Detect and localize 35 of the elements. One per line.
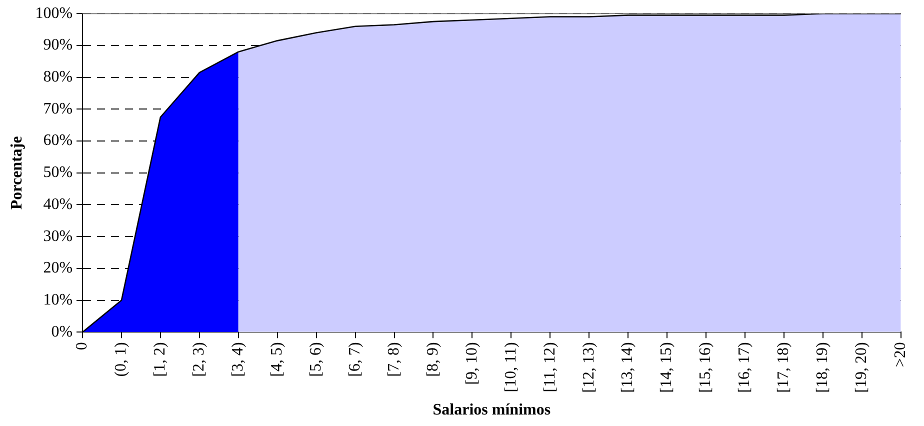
x-tick-label: [8, 9)	[424, 342, 442, 377]
x-tick-label: [19, 20)	[853, 342, 870, 393]
x-tick-label: [16, 17)	[736, 342, 754, 393]
y-tick-label: 40%	[43, 196, 73, 213]
x-tick-label: [7, 8)	[385, 342, 402, 377]
x-tick-label: (0, 1)	[112, 342, 130, 377]
x-tick-label: [6, 7)	[346, 342, 364, 377]
y-tick-label: 90%	[43, 36, 73, 54]
x-tick-label: >20	[892, 342, 910, 368]
y-tick-label: 80%	[43, 68, 73, 86]
x-tick-label: [1, 2)	[152, 342, 169, 377]
y-tick-label: 30%	[43, 228, 73, 245]
y-tick-label: 100%	[35, 4, 73, 22]
x-tick-label: [9, 10)	[463, 342, 480, 385]
y-tick-label: 60%	[43, 132, 73, 150]
x-tick-label: [2, 3)	[190, 342, 208, 377]
y-tick-label: 10%	[43, 291, 73, 308]
x-tick-label: [13, 14)	[619, 342, 636, 393]
x-tick-label: [18, 19)	[814, 342, 832, 393]
y-tick-label: 20%	[43, 260, 73, 277]
x-tick-label: 0	[74, 342, 91, 350]
x-axis-title: Salarios mínimos	[432, 402, 551, 419]
x-tick-label: [4, 5)	[268, 342, 286, 377]
y-tick-label: 70%	[43, 100, 73, 118]
x-tick-label: [5, 6)	[308, 342, 325, 377]
y-axis-title: Porcentaje	[8, 136, 26, 210]
y-tick-label: 50%	[43, 164, 73, 182]
x-tick-label: [15, 16)	[697, 342, 714, 393]
x-tick-label: [12, 13)	[580, 342, 598, 393]
x-tick-label: [14, 15)	[658, 342, 676, 393]
x-tick-label: [3, 4)	[230, 342, 247, 377]
x-tick-label: [11, 12)	[541, 342, 558, 392]
x-tick-label: [17, 18)	[775, 342, 792, 393]
y-tick-label: 0%	[51, 323, 73, 340]
x-tick-label: [10, 11)	[502, 342, 520, 392]
